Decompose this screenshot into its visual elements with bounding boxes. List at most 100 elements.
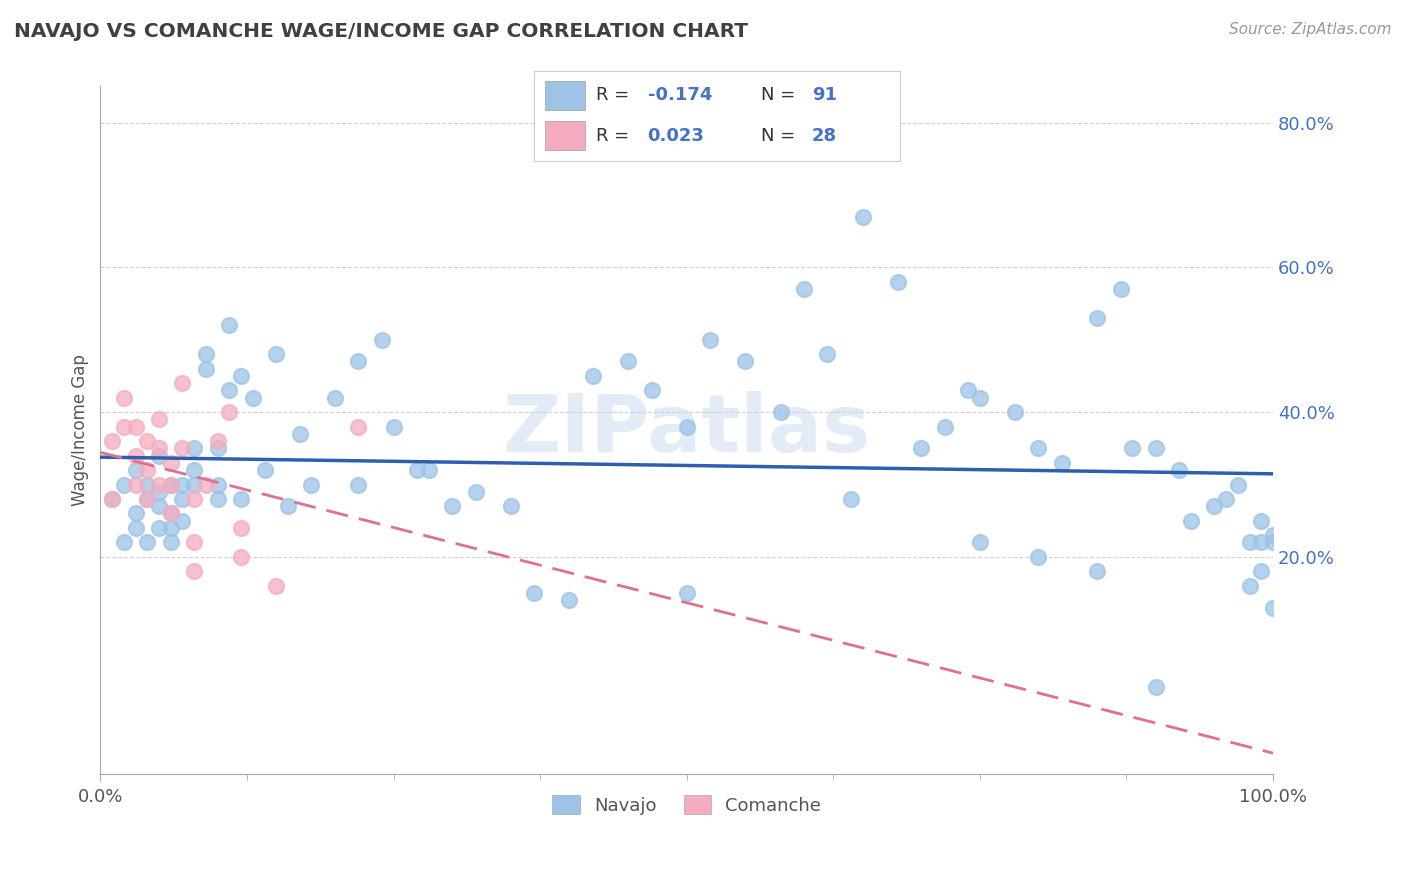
Point [839,491,862,506]
Y-axis label: Wage/Income Gap: Wage/Income Gap [72,354,89,506]
Point [124,477,146,491]
Point [347,419,370,434]
Point [148,477,170,491]
Point [1250,565,1272,579]
Point [136,463,159,477]
Point [264,579,287,593]
Point [124,521,146,535]
Point [183,535,205,549]
Point [1144,442,1167,456]
Point [1004,405,1026,419]
Point [218,384,240,398]
Point [172,514,194,528]
Point [1239,535,1261,549]
Point [499,500,522,514]
Point [640,384,662,398]
Point [148,442,170,456]
Point [218,318,240,333]
Text: ZIPatlas: ZIPatlas [502,392,870,469]
Point [172,477,194,491]
Point [1261,600,1284,615]
Text: 91: 91 [813,87,837,104]
Point [347,354,370,368]
Point [675,419,697,434]
Point [969,391,991,405]
Text: Source: ZipAtlas.com: Source: ZipAtlas.com [1229,22,1392,37]
Point [148,484,170,499]
Text: R =: R = [596,127,636,145]
Point [148,521,170,535]
Point [159,535,181,549]
Point [1250,535,1272,549]
Point [1239,579,1261,593]
Point [815,347,838,361]
Text: N =: N = [761,127,801,145]
Point [207,434,229,449]
Point [159,456,181,470]
Point [699,333,721,347]
Point [183,491,205,506]
Point [112,391,135,405]
Point [1085,311,1108,326]
Point [558,593,581,607]
Point [112,477,135,491]
Point [418,463,440,477]
Point [136,491,159,506]
Point [406,463,429,477]
Point [523,586,546,600]
Point [124,449,146,463]
Point [194,347,217,361]
Point [183,463,205,477]
Point [242,391,264,405]
Point [582,368,605,383]
Point [1085,565,1108,579]
Point [207,491,229,506]
Point [1168,463,1191,477]
Point [253,463,276,477]
Point [323,391,346,405]
Text: N =: N = [761,87,801,104]
Point [464,484,486,499]
Point [112,535,135,549]
Point [264,347,287,361]
Point [124,419,146,434]
Point [159,477,181,491]
Text: NAVAJO VS COMANCHE WAGE/INCOME GAP CORRELATION CHART: NAVAJO VS COMANCHE WAGE/INCOME GAP CORRE… [14,22,748,41]
Point [218,405,240,419]
Point [229,521,252,535]
Point [183,442,205,456]
Point [1144,680,1167,694]
Point [101,434,124,449]
Point [382,419,405,434]
Point [183,565,205,579]
Point [159,477,181,491]
Point [172,376,194,391]
FancyBboxPatch shape [546,81,585,110]
Text: 0.023: 0.023 [648,127,704,145]
Point [1215,491,1237,506]
Point [675,586,697,600]
Point [172,442,194,456]
Point [229,368,252,383]
Point [136,491,159,506]
Point [159,521,181,535]
FancyBboxPatch shape [546,121,585,150]
Point [910,442,932,456]
Point [124,463,146,477]
Point [1226,477,1249,491]
Point [1180,514,1202,528]
Point [159,507,181,521]
Point [769,405,792,419]
Point [136,477,159,491]
Point [301,477,323,491]
Point [1261,535,1284,549]
Point [277,500,299,514]
Point [1050,456,1073,470]
Point [1121,442,1143,456]
Point [852,210,875,224]
Point [194,361,217,376]
Point [124,507,146,521]
Point [934,419,956,434]
Point [793,282,815,296]
Text: 28: 28 [813,127,837,145]
